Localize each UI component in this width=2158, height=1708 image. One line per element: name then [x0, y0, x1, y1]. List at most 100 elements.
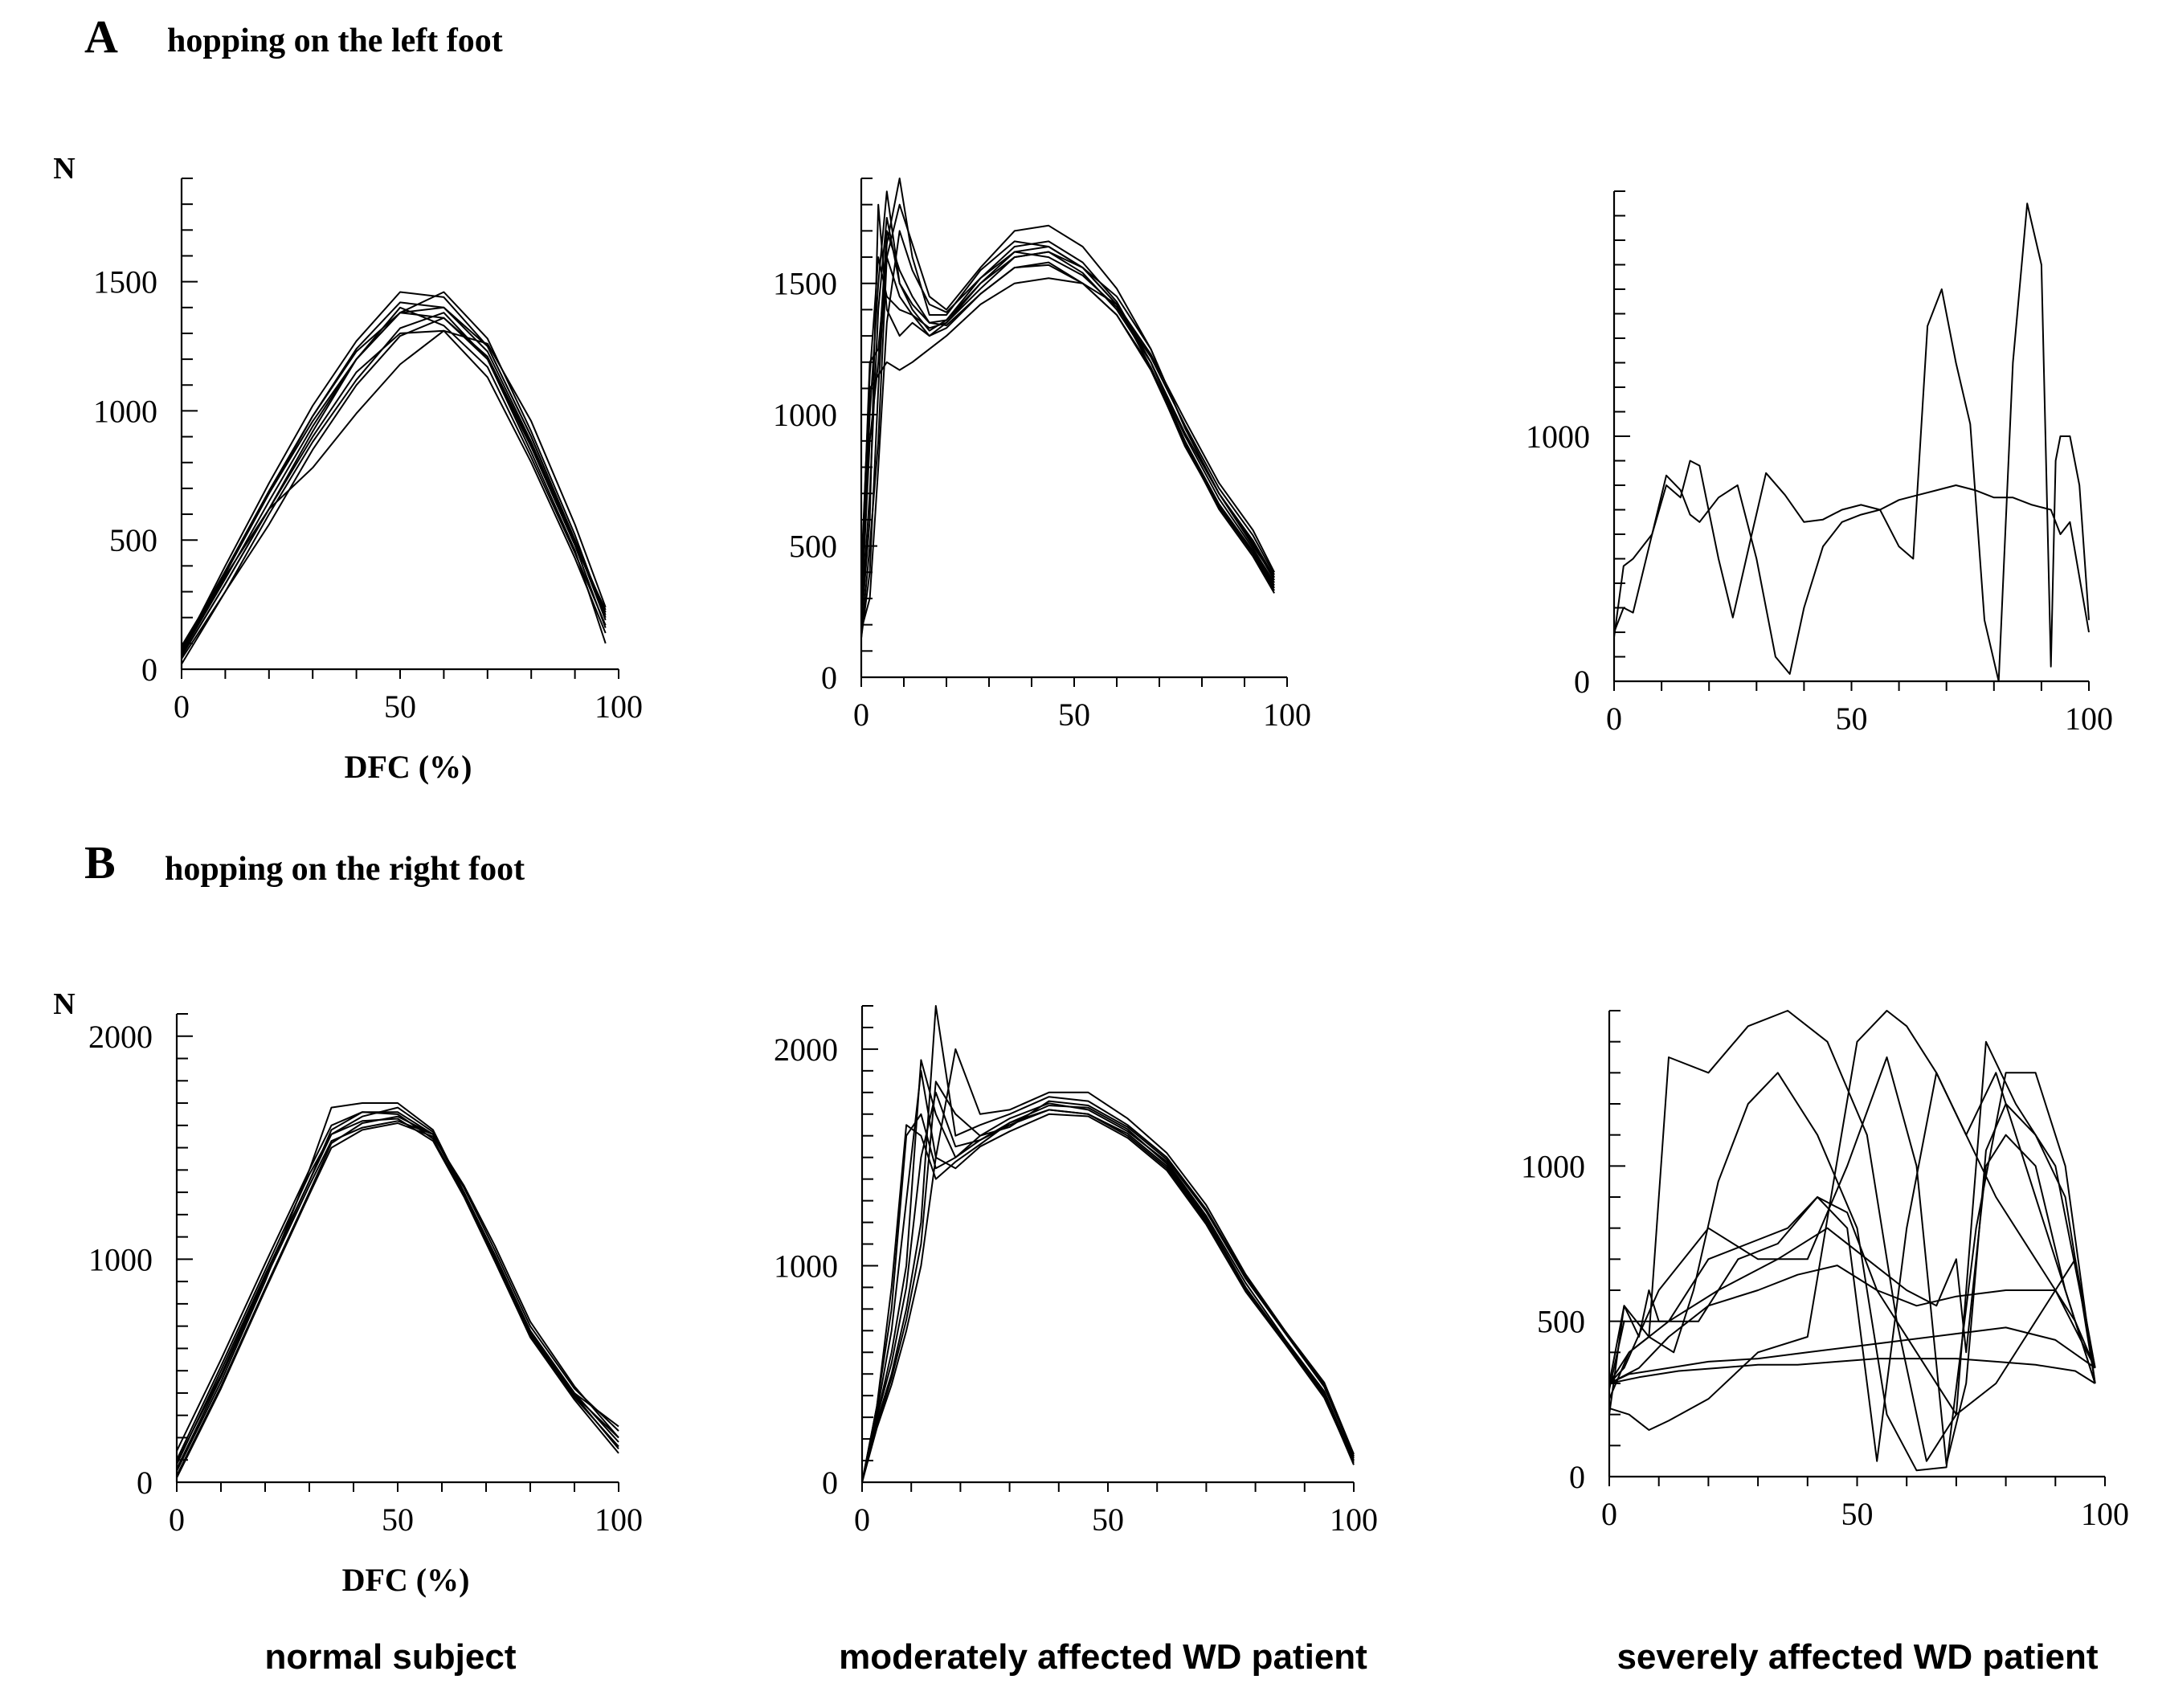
trial-line-2	[1613, 202, 2090, 682]
y-tick-label: 0	[821, 660, 837, 696]
trial-line-2	[1608, 1072, 2096, 1462]
y-tick-label: 0	[141, 652, 157, 688]
trial-line-5	[1608, 1326, 2096, 1384]
trial-line-3	[861, 1005, 1355, 1483]
y-tick-label: 1500	[93, 264, 157, 300]
y-tick-label: 1000	[88, 1241, 153, 1277]
trial-line-5	[861, 1069, 1355, 1483]
y-tick-label: 1000	[1526, 419, 1590, 455]
trial-line-8	[181, 329, 607, 655]
panel-a-header: A hopping on the left foot	[84, 10, 503, 63]
y-axis-label: N	[53, 152, 75, 186]
trial-line-3	[176, 1115, 619, 1477]
y-tick-label: 0	[137, 1465, 153, 1501]
y-tick-label: 0	[1574, 664, 1590, 700]
y-tick-label: 1500	[773, 266, 837, 302]
trial-line-10	[1608, 1358, 2096, 1384]
trial-line-1	[861, 1109, 1355, 1483]
x-tick-label: 50	[382, 1502, 414, 1538]
trial-line-2	[861, 1059, 1355, 1483]
panel-b-title: hopping on the right foot	[165, 851, 525, 888]
trial-line-7	[1608, 1265, 2096, 1384]
trial-line-6	[176, 1111, 619, 1452]
y-tick-label: 1000	[1521, 1148, 1585, 1184]
trial-line-2	[860, 190, 1275, 599]
x-tick-label: 50	[1841, 1496, 1874, 1532]
trial-line-10	[860, 217, 1275, 620]
trial-line-9	[860, 230, 1275, 631]
trial-line-10	[181, 312, 607, 647]
panel-b-header: B hopping on the right foot	[84, 836, 525, 889]
trial-line-8	[861, 1091, 1355, 1483]
chart-a-2: 0 500 1000 1500 0 50 100	[773, 178, 1311, 733]
trial-line-7	[860, 203, 1275, 639]
trial-line-1	[181, 329, 607, 657]
trial-line-8	[860, 251, 1275, 583]
chart-b-3: 0 500 1000 0 50 100	[1521, 1010, 2129, 1532]
x-tick-label: 100	[2081, 1496, 2129, 1532]
x-tick-label: 0	[169, 1502, 185, 1538]
trial-line-7	[176, 1122, 619, 1478]
trial-line-6	[1608, 1010, 2096, 1462]
trial-line-6	[181, 317, 607, 665]
x-tick-label: 50	[1058, 697, 1090, 733]
y-tick-label: 1000	[93, 393, 157, 429]
column-label-normal: normal subject	[265, 1637, 517, 1677]
panel-b-letter: B	[84, 836, 116, 889]
x-tick-label: 100	[595, 1502, 643, 1538]
panel-a-letter: A	[84, 10, 118, 63]
trial-line-1	[176, 1102, 619, 1472]
x-tick-label: 50	[1092, 1502, 1124, 1538]
x-tick-label: 100	[595, 689, 643, 725]
x-tick-label: 50	[1836, 701, 1868, 737]
x-tick-label: 50	[384, 689, 416, 725]
trial-line-2	[176, 1111, 619, 1465]
y-tick-label: 2000	[88, 1019, 153, 1055]
trial-line-5	[860, 277, 1275, 625]
x-tick-label: 0	[853, 697, 869, 733]
chart-a-3: 0 1000 0 50 100	[1526, 190, 2113, 737]
column-labels: normal subject moderately affected WD pa…	[265, 1637, 2099, 1677]
x-tick-label: 0	[854, 1502, 870, 1538]
trial-line-1	[1613, 474, 2090, 675]
trial-line-9	[181, 291, 607, 652]
trial-line-6	[860, 256, 1275, 591]
trial-line-9	[1608, 1196, 2096, 1416]
x-tick-label: 0	[174, 689, 190, 725]
x-axis-label: DFC (%)	[342, 1562, 470, 1598]
trial-line-3	[1608, 1056, 2096, 1465]
column-label-moderate: moderately affected WD patient	[839, 1637, 1367, 1677]
x-tick-label: 0	[1606, 701, 1622, 737]
trial-line-5	[181, 301, 607, 649]
trial-line-4	[860, 230, 1275, 612]
column-label-severe: severely affected WD patient	[1616, 1637, 2098, 1677]
y-tick-label: 500	[1537, 1304, 1585, 1340]
y-tick-label: 1000	[774, 1248, 838, 1284]
x-axis-label: DFC (%)	[345, 749, 472, 785]
trial-line-3	[860, 178, 1275, 639]
panel-a-title: hopping on the left foot	[167, 22, 503, 59]
chart-b-2: 0 1000 2000 0 50 100	[774, 1005, 1378, 1538]
trial-line-7	[181, 306, 607, 657]
y-axis-label: N	[53, 987, 75, 1021]
trial-line-8	[176, 1106, 619, 1463]
y-tick-label: 2000	[774, 1032, 838, 1068]
trial-line-5	[176, 1120, 619, 1469]
x-tick-label: 100	[1330, 1502, 1378, 1538]
trial-line-7	[861, 1081, 1355, 1483]
trial-line-4	[176, 1118, 619, 1461]
x-tick-label: 100	[1263, 697, 1311, 733]
chart-a-1: 0 500 1000 1500 0 50 100 N DFC (%)	[53, 152, 643, 785]
y-tick-label: 0	[1569, 1459, 1585, 1495]
x-tick-label: 0	[1601, 1496, 1617, 1532]
y-tick-label: 500	[109, 522, 157, 558]
y-tick-label: 0	[822, 1465, 838, 1501]
trial-line-4	[861, 1048, 1355, 1483]
trial-line-8	[1608, 1010, 2096, 1431]
trial-line-4	[1608, 1134, 2096, 1390]
trial-line-1	[1608, 1072, 2096, 1472]
chart-b-1: 0 1000 2000 0 50 100 N DFC (%)	[53, 987, 643, 1598]
y-tick-label: 1000	[773, 397, 837, 433]
